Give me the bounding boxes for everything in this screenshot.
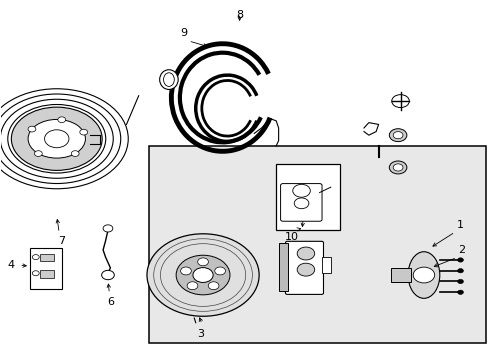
Circle shape — [197, 258, 208, 266]
Circle shape — [176, 255, 229, 295]
Text: 3: 3 — [197, 329, 203, 339]
Circle shape — [457, 258, 463, 262]
FancyBboxPatch shape — [285, 241, 323, 294]
Circle shape — [388, 129, 406, 141]
Bar — [276, 164, 339, 230]
Text: 6: 6 — [107, 297, 114, 307]
Circle shape — [80, 129, 87, 135]
Circle shape — [388, 161, 406, 174]
Text: 4: 4 — [8, 260, 15, 270]
Circle shape — [147, 234, 259, 316]
Circle shape — [457, 290, 463, 294]
Circle shape — [103, 225, 113, 232]
Text: 7: 7 — [58, 235, 65, 246]
Circle shape — [412, 267, 434, 283]
Circle shape — [180, 267, 191, 275]
Circle shape — [392, 132, 402, 139]
Circle shape — [44, 130, 69, 148]
Circle shape — [457, 269, 463, 273]
Circle shape — [297, 263, 314, 276]
Ellipse shape — [11, 107, 102, 170]
Bar — [321, 257, 330, 273]
Text: 8: 8 — [236, 10, 243, 20]
FancyBboxPatch shape — [280, 184, 322, 221]
Circle shape — [71, 151, 79, 157]
Bar — [40, 253, 54, 261]
Ellipse shape — [28, 120, 85, 158]
Ellipse shape — [407, 252, 439, 298]
Bar — [279, 243, 287, 291]
Circle shape — [392, 164, 402, 171]
Circle shape — [193, 267, 213, 283]
Circle shape — [187, 282, 198, 290]
Text: 9: 9 — [180, 28, 187, 39]
Bar — [390, 268, 410, 282]
Circle shape — [208, 282, 219, 290]
Circle shape — [58, 117, 65, 123]
Circle shape — [102, 270, 114, 280]
Circle shape — [28, 126, 36, 132]
Text: 5: 5 — [303, 184, 310, 194]
Text: 10: 10 — [285, 232, 299, 242]
Bar — [40, 270, 54, 278]
Bar — [149, 146, 485, 343]
Ellipse shape — [159, 70, 178, 89]
Circle shape — [457, 279, 463, 284]
Circle shape — [297, 247, 314, 260]
FancyBboxPatch shape — [30, 248, 61, 289]
Text: 2: 2 — [457, 245, 465, 255]
Circle shape — [34, 151, 42, 157]
Circle shape — [214, 267, 225, 275]
Text: 1: 1 — [456, 220, 463, 230]
